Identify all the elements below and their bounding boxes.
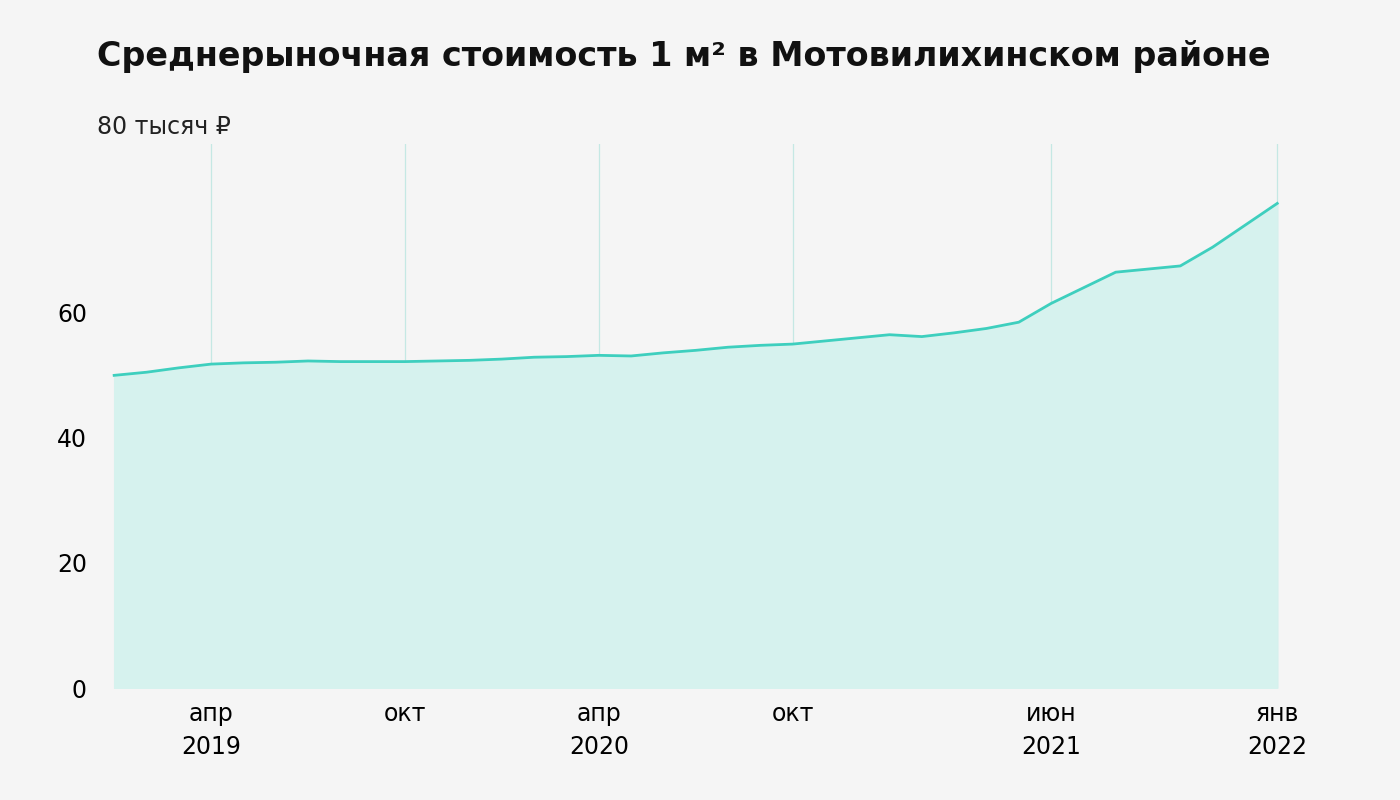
Text: 80 тысяч ₽: 80 тысяч ₽ <box>97 114 231 138</box>
Text: Среднерыночная стоимость 1 м² в Мотовилихинском районе: Среднерыночная стоимость 1 м² в Мотовили… <box>97 40 1270 74</box>
